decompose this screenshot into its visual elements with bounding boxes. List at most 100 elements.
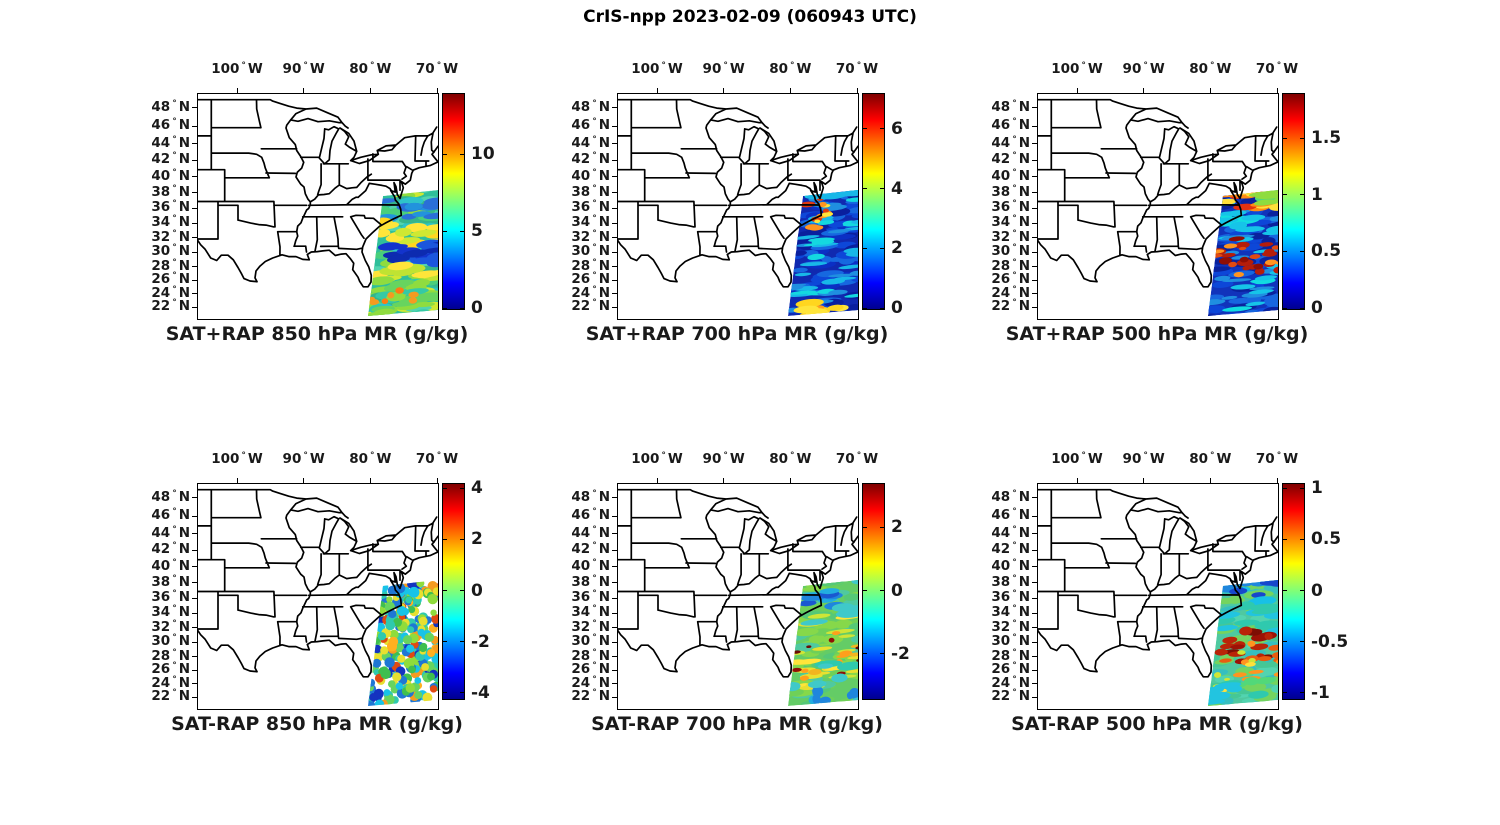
lat-tick-label: 32 ° N	[571, 228, 610, 245]
state-borders	[618, 488, 858, 678]
lat-tickmark	[1032, 107, 1037, 109]
lat-tickmark	[612, 293, 617, 295]
lat-tick-label: 24 ° N	[151, 674, 190, 691]
lat-tick-label: 30 ° N	[991, 243, 1030, 260]
colorbar	[442, 93, 465, 310]
state-borders	[1038, 98, 1278, 288]
lon-tick-label: 100 ° W	[1051, 451, 1103, 467]
colorbar-tickmark	[1300, 250, 1304, 252]
lat-tick-label: 22 ° N	[151, 688, 190, 705]
lon-tick-label: 70 ° W	[415, 451, 459, 467]
lon-tickmark	[789, 88, 791, 93]
lat-tick-label: 38 ° N	[991, 573, 1030, 590]
lat-tickmark	[612, 566, 617, 568]
lat-tickmark	[1032, 306, 1037, 308]
lon-tickmark	[856, 478, 858, 483]
lat-tickmark	[1032, 515, 1037, 517]
colorbar-tickmark	[443, 641, 447, 643]
lat-tick-label: 30 ° N	[151, 633, 190, 650]
state-borders	[618, 98, 858, 288]
panel-title: SAT+RAP 500 hPa MR (g/kg)	[1005, 323, 1309, 345]
colorbar-tickmark	[1300, 194, 1304, 196]
lat-tickmark	[612, 222, 617, 224]
panel-title: SAT-RAP 500 hPa MR (g/kg)	[1011, 713, 1303, 735]
lat-tick-label: 26 ° N	[151, 271, 190, 288]
lat-tick-label: 24 ° N	[991, 674, 1030, 691]
lat-tickmark	[612, 683, 617, 685]
lat-tick-label: 30 ° N	[571, 633, 610, 650]
lat-tickmark	[192, 533, 197, 535]
colorbar-tickmark	[460, 538, 464, 540]
lat-tickmark	[1032, 656, 1037, 657]
colorbar-tick-label: 0	[891, 298, 903, 318]
lat-tickmark	[612, 582, 617, 584]
colorbar-tickmark	[1283, 590, 1287, 591]
lat-tickmark	[612, 515, 617, 517]
lon-tickmark	[723, 478, 725, 483]
lat-tick-label: 46 ° N	[571, 507, 610, 524]
lon-tickmark	[303, 478, 305, 483]
colorbar	[1282, 93, 1305, 310]
lat-tick-label: 40 ° N	[571, 167, 610, 184]
data-swath	[368, 190, 438, 316]
colorbar-tickmark	[443, 153, 447, 155]
lat-tick-label: 40 ° N	[571, 557, 610, 574]
lat-tick-label: 42 ° N	[571, 541, 610, 558]
colorbar-tick-label: 1.5	[1311, 128, 1342, 149]
panel-title: SAT-RAP 700 hPa MR (g/kg)	[591, 713, 883, 735]
lat-tickmark	[192, 627, 197, 629]
data-swath	[368, 580, 438, 706]
colorbar-tickmark	[863, 247, 867, 249]
lat-tickmark	[612, 237, 617, 239]
lat-tick-label: 30 ° N	[991, 633, 1030, 650]
colorbar-tick-label: 0	[1311, 580, 1323, 601]
colorbar-tickmark	[880, 247, 884, 249]
lon-tick-label: 80 ° W	[349, 61, 392, 77]
colorbar-tickmark	[880, 526, 884, 528]
lat-tickmark	[192, 125, 197, 127]
lat-tick-label: 34 ° N	[991, 604, 1030, 621]
lat-tickmark	[1032, 612, 1037, 614]
colorbar-tickmark	[443, 230, 447, 232]
lat-tick-label: 30 ° N	[151, 243, 190, 260]
lat-tickmark	[192, 107, 197, 109]
colorbar-tickmark	[1300, 137, 1304, 139]
colorbar-tick-label: 0	[1311, 298, 1323, 318]
lon-tickmark	[856, 88, 858, 93]
colorbar-tick-label: 0	[471, 580, 483, 601]
lat-tickmark	[192, 159, 197, 161]
lat-tick-label: 34 ° N	[571, 604, 610, 621]
lon-tick-label: 70 ° W	[1255, 61, 1299, 77]
colorbar-tickmark	[460, 307, 464, 309]
lat-tickmark	[192, 176, 197, 178]
lat-tickmark	[1032, 207, 1037, 209]
colorbar-tick-label: 0	[891, 580, 903, 601]
lon-tick-label: 80 ° W	[769, 61, 812, 77]
lat-tick-label: 46 ° N	[991, 117, 1030, 134]
colorbar-tick-label: 6	[891, 118, 903, 139]
lat-tick-label: 28 ° N	[151, 257, 190, 274]
colorbar-tick-label: 0.5	[1311, 241, 1342, 262]
lat-tick-label: 36 ° N	[151, 199, 190, 216]
lat-tick-label: 42 ° N	[571, 151, 610, 168]
lat-tick-label: 32 ° N	[991, 228, 1030, 245]
lat-tick-label: 36 ° N	[571, 589, 610, 606]
lat-tickmark	[192, 222, 197, 224]
lat-tick-label: 44 ° N	[151, 524, 190, 541]
lat-tick-label: 36 ° N	[991, 589, 1030, 606]
lon-tickmark	[1143, 478, 1145, 483]
lon-tickmark	[789, 478, 791, 483]
colorbar-tick-label: 4	[471, 478, 483, 499]
lon-tickmark	[1276, 88, 1278, 93]
lat-tick-label: 38 ° N	[151, 573, 190, 590]
lat-tickmark	[1032, 669, 1037, 671]
lon-tickmark	[436, 88, 438, 93]
lat-tickmark	[1032, 566, 1037, 568]
lon-tickmark	[656, 88, 658, 93]
lat-tickmark	[192, 192, 197, 194]
lat-tickmark	[192, 582, 197, 584]
map-svg	[618, 98, 858, 316]
colorbar-tickmark	[443, 692, 447, 694]
lat-tick-label: 24 ° N	[151, 284, 190, 301]
